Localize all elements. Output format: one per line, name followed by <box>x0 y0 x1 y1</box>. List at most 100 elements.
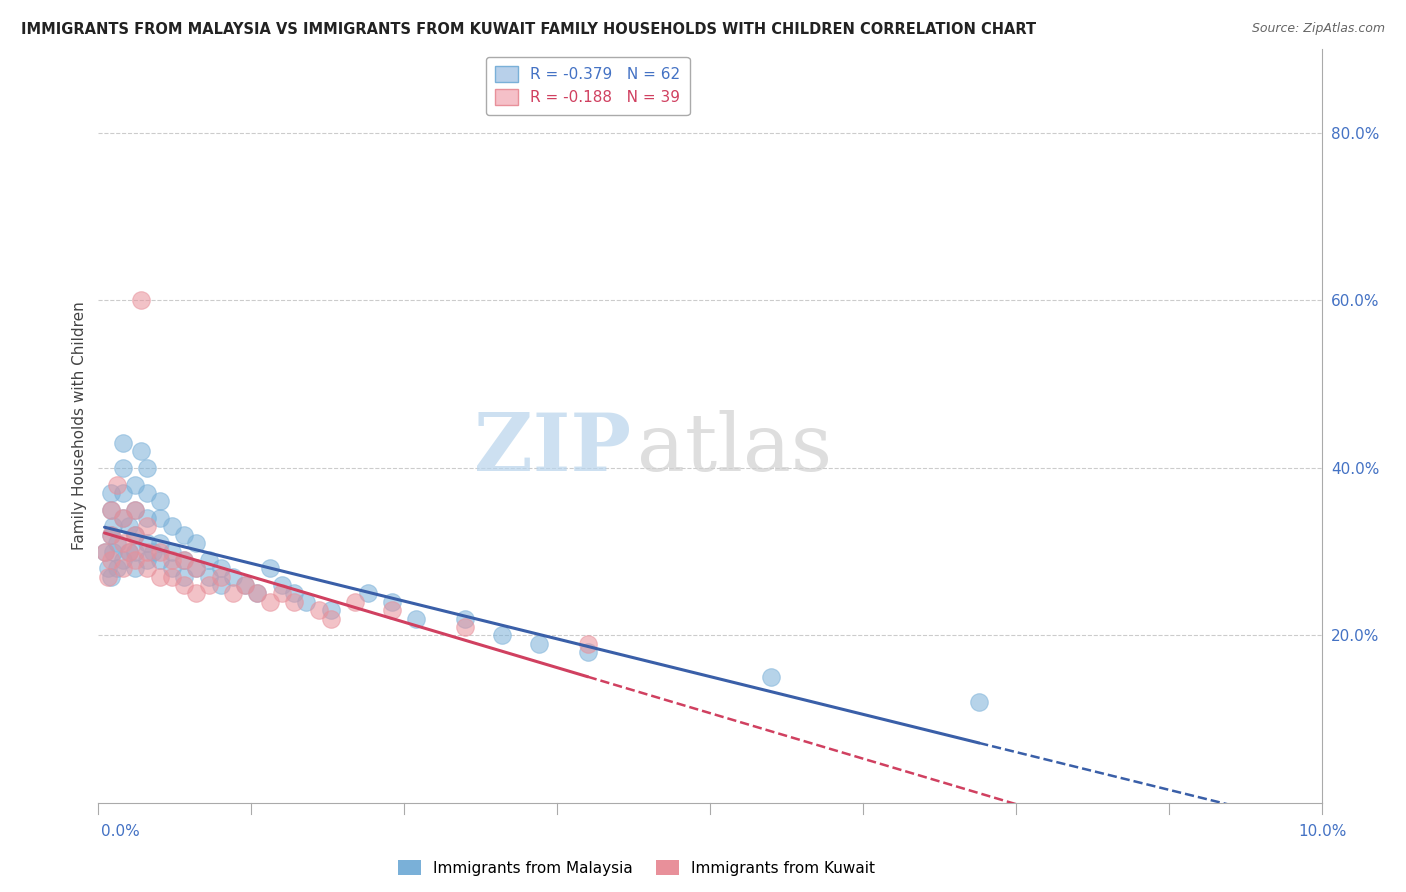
Point <box>136 553 159 567</box>
Point <box>295 595 318 609</box>
Point <box>527 637 550 651</box>
Point <box>967 695 990 709</box>
Point <box>111 435 134 450</box>
Point <box>149 494 172 508</box>
Point <box>576 637 599 651</box>
Point <box>124 544 146 558</box>
Point <box>173 553 195 567</box>
Point <box>186 561 208 575</box>
Point <box>222 570 245 584</box>
Point <box>160 544 183 558</box>
Point <box>136 511 159 525</box>
Point <box>129 293 152 308</box>
Point <box>173 570 195 584</box>
Point <box>173 553 195 567</box>
Point <box>149 553 172 567</box>
Point <box>246 586 269 600</box>
Point <box>319 603 342 617</box>
Point <box>259 595 281 609</box>
Point <box>111 460 134 475</box>
Point <box>319 611 342 625</box>
Point <box>124 528 146 542</box>
Point <box>136 519 159 533</box>
Point <box>105 561 128 575</box>
Text: IMMIGRANTS FROM MALAYSIA VS IMMIGRANTS FROM KUWAIT FAMILY HOUSEHOLDS WITH CHILDR: IMMIGRANTS FROM MALAYSIA VS IMMIGRANTS F… <box>21 22 1036 37</box>
Point <box>111 561 134 575</box>
Point <box>454 620 477 634</box>
Point <box>111 511 134 525</box>
Point <box>111 511 134 525</box>
Point <box>149 544 172 558</box>
Point <box>233 578 256 592</box>
Point <box>173 528 195 542</box>
Text: atlas: atlas <box>637 409 832 488</box>
Point <box>233 578 256 592</box>
Point <box>344 595 367 609</box>
Point <box>100 553 122 567</box>
Point <box>118 544 141 558</box>
Point <box>105 536 128 550</box>
Point <box>149 511 172 525</box>
Point <box>405 611 427 625</box>
Point <box>197 570 219 584</box>
Point <box>101 519 124 533</box>
Point <box>454 611 477 625</box>
Point <box>186 561 208 575</box>
Point <box>124 561 146 575</box>
Point <box>142 544 165 558</box>
Point <box>124 553 146 567</box>
Point <box>105 477 128 491</box>
Point <box>381 603 404 617</box>
Point <box>491 628 513 642</box>
Point <box>97 570 120 584</box>
Point <box>100 502 122 516</box>
Point <box>129 444 152 458</box>
Point <box>160 570 183 584</box>
Point <box>124 502 146 516</box>
Point <box>149 536 172 550</box>
Point <box>270 586 292 600</box>
Point <box>124 502 146 516</box>
Point <box>136 460 159 475</box>
Point <box>124 528 146 542</box>
Point <box>259 561 281 575</box>
Point <box>136 486 159 500</box>
Y-axis label: Family Households with Children: Family Households with Children <box>72 301 87 550</box>
Point <box>576 645 599 659</box>
Point <box>118 544 141 558</box>
Point <box>111 536 134 550</box>
Point <box>381 595 404 609</box>
Point <box>308 603 330 617</box>
Point <box>356 586 378 600</box>
Point <box>136 561 159 575</box>
Point <box>160 561 183 575</box>
Point <box>100 528 122 542</box>
Point <box>186 586 208 600</box>
Point <box>101 544 124 558</box>
Point <box>111 486 134 500</box>
Point <box>136 536 159 550</box>
Text: Source: ZipAtlas.com: Source: ZipAtlas.com <box>1251 22 1385 36</box>
Point <box>209 570 232 584</box>
Point <box>759 670 782 684</box>
Point <box>100 528 122 542</box>
Point <box>124 477 146 491</box>
Point <box>93 544 115 558</box>
Point <box>136 544 159 558</box>
Point <box>186 536 208 550</box>
Point <box>100 570 122 584</box>
Point <box>118 519 141 533</box>
Point <box>93 544 115 558</box>
Point <box>160 553 183 567</box>
Point <box>209 561 232 575</box>
Point <box>100 486 122 500</box>
Point <box>246 586 269 600</box>
Point <box>222 586 245 600</box>
Point <box>283 595 305 609</box>
Point <box>160 519 183 533</box>
Point <box>173 578 195 592</box>
Point <box>270 578 292 592</box>
Point <box>197 578 219 592</box>
Point <box>111 553 134 567</box>
Text: 10.0%: 10.0% <box>1299 824 1347 838</box>
